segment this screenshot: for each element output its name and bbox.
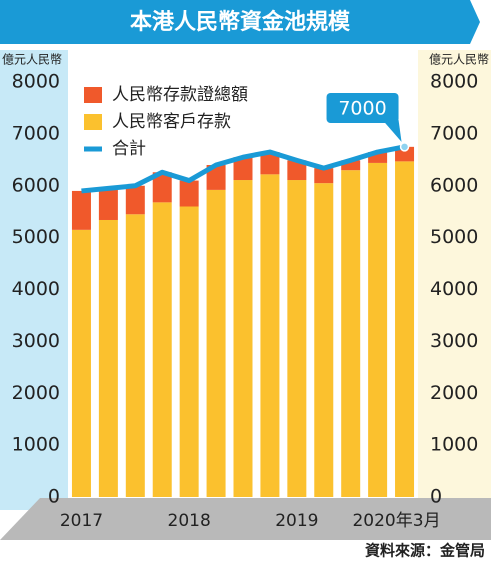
x-tick-label: 2017 — [60, 511, 103, 531]
bar-segment — [179, 180, 199, 207]
bar-segment — [395, 146, 415, 162]
x-tick-label: 2020年3月 — [352, 511, 440, 531]
y-tick-label: 6000 — [12, 174, 60, 196]
bar-segment — [206, 189, 226, 497]
left-panel — [0, 50, 68, 510]
chart-title: 本港人民幣資金池規模 — [130, 9, 351, 35]
y2-axis-label: 億元人民幣 — [429, 53, 489, 67]
bar-segment — [152, 172, 172, 203]
y-tick-label: 0 — [48, 486, 60, 508]
source: 資料來源：金管局 — [365, 542, 485, 560]
bar-segment — [71, 190, 91, 230]
bar-segment — [125, 185, 145, 215]
bar-segment — [314, 168, 334, 184]
bar-segment — [314, 183, 334, 497]
x-tick-label: 2019 — [275, 511, 318, 531]
bar-segment — [341, 160, 361, 171]
bar-segment — [260, 152, 280, 175]
legend-label: 人民幣客戶存款 — [112, 112, 231, 132]
y-tick-label: 1000 — [12, 434, 60, 456]
legend-swatch — [84, 146, 102, 152]
bar-segment — [98, 219, 118, 498]
bar-segment — [233, 180, 253, 497]
y2-tick-label: 2000 — [430, 382, 478, 404]
y2-tick-label: 6000 — [430, 174, 478, 196]
bar-segment — [71, 229, 91, 497]
legend-label: 合計 — [112, 139, 146, 159]
bar-segment — [368, 162, 388, 498]
bar-segment — [125, 214, 145, 497]
right-panel — [418, 50, 491, 510]
bar-segment — [341, 170, 361, 497]
y-tick-label: 3000 — [12, 330, 60, 352]
end-point — [399, 142, 410, 152]
base-band — [0, 498, 491, 540]
y-axis-label: 億元人民幣 — [2, 53, 62, 67]
bar-segment — [395, 161, 415, 497]
y-tick-label: 7000 — [12, 122, 60, 144]
bar-segment — [260, 174, 280, 497]
title-banner — [0, 0, 480, 44]
y2-tick-label: 1000 — [430, 434, 478, 456]
bar-segment — [152, 202, 172, 497]
y-tick-label: 8000 — [12, 71, 60, 93]
annotation: 7000 — [338, 98, 386, 120]
bar-segment — [98, 188, 118, 220]
y2-tick-label: 3000 — [430, 330, 478, 352]
x-tick-label: 2018 — [168, 511, 211, 531]
y-tick-label: 2000 — [12, 382, 60, 404]
y2-tick-label: 5000 — [430, 226, 478, 248]
bar-segment — [179, 206, 199, 497]
legend-swatch — [84, 114, 102, 130]
legend-label: 人民幣存款證總額 — [112, 85, 248, 105]
total-line — [81, 144, 406, 194]
y2-tick-label: 7000 — [430, 122, 478, 144]
y-tick-label: 4000 — [12, 278, 60, 300]
callout-pointer — [382, 120, 402, 142]
bar-segment — [287, 160, 307, 181]
y-tick-label: 5000 — [12, 226, 60, 248]
bar-segment — [368, 152, 388, 163]
bar-segment — [287, 180, 307, 497]
y2-tick-label: 8000 — [430, 71, 478, 93]
y2-tick-label: 0 — [430, 486, 442, 508]
y2-tick-label: 4000 — [430, 278, 478, 300]
bar-segment — [206, 165, 226, 190]
bar-segment — [233, 157, 253, 181]
legend-swatch — [84, 87, 102, 103]
callout — [326, 93, 399, 123]
